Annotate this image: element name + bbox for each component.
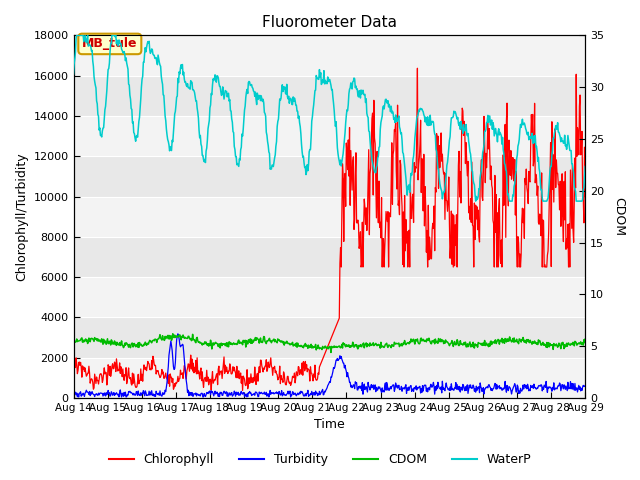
Bar [74,36,585,76]
Title: Fluorometer Data: Fluorometer Data [262,15,397,30]
Text: MB_tule: MB_tule [82,37,138,50]
X-axis label: Time: Time [314,419,345,432]
Legend: Chlorophyll, Turbidity, CDOM, WaterP: Chlorophyll, Turbidity, CDOM, WaterP [104,448,536,471]
Y-axis label: CDOM: CDOM [612,197,625,236]
Bar [74,358,585,398]
Bar [74,277,585,317]
Y-axis label: Chlorophyll/Turbidity: Chlorophyll/Turbidity [15,152,28,281]
Bar [74,196,585,237]
Bar [74,116,585,156]
